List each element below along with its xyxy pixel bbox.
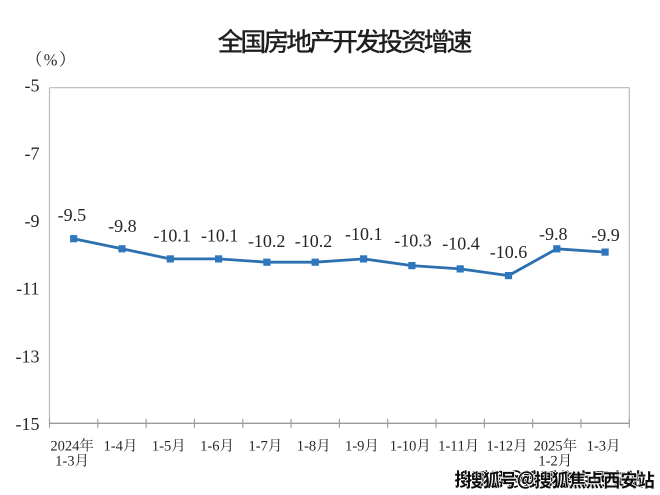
svg-text:-10.1: -10.1	[201, 226, 239, 246]
svg-text:-10.2: -10.2	[295, 231, 333, 251]
svg-text:-11: -11	[16, 279, 39, 299]
svg-text:-10.1: -10.1	[153, 226, 191, 246]
svg-text:-13: -13	[16, 346, 40, 366]
svg-text:-15: -15	[16, 414, 40, 434]
svg-text:-9: -9	[25, 211, 40, 231]
svg-text:-9.9: -9.9	[591, 225, 620, 245]
svg-text:-10.1: -10.1	[345, 224, 383, 244]
svg-text:-9.8: -9.8	[539, 224, 568, 244]
svg-text:-5: -5	[25, 76, 40, 96]
svg-text:-10.6: -10.6	[490, 242, 528, 262]
svg-text:-10.4: -10.4	[442, 234, 480, 254]
svg-text:-9.8: -9.8	[108, 216, 137, 236]
svg-text:-10.2: -10.2	[248, 231, 286, 251]
svg-text:-9.5: -9.5	[58, 205, 87, 225]
svg-text:-10.3: -10.3	[394, 231, 432, 251]
svg-text:-7: -7	[25, 143, 40, 163]
